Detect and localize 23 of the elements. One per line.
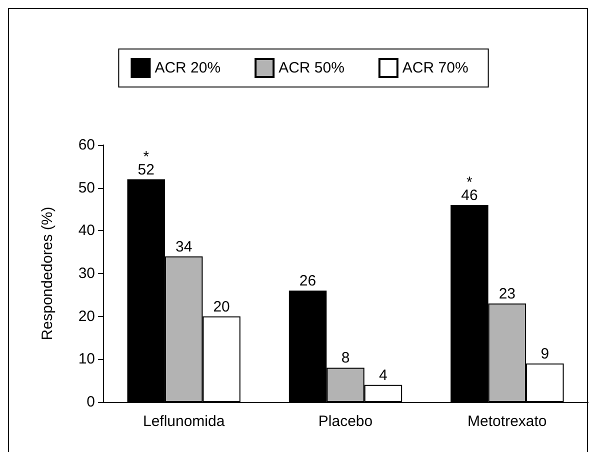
data-label: 9 [540, 345, 550, 362]
legend-label: ACR 20% [154, 60, 221, 76]
y-tick-label: 0 [86, 394, 95, 410]
x-tick-label: Leflunomida [142, 413, 226, 430]
x-tick-label: Placebo [318, 413, 373, 430]
y-tick-label: 60 [78, 136, 95, 154]
legend-label: ACR 70% [402, 60, 468, 76]
data-label: * 46 [461, 174, 478, 204]
y-tick-label: 50 [78, 179, 95, 196]
legend-label: ACR 50% [278, 60, 344, 76]
y-tick-label: 40 [78, 222, 95, 240]
data-label: 26 [299, 272, 316, 290]
y-axis-title: Respondedores (%) [39, 206, 56, 340]
data-label: * 52 [138, 148, 154, 178]
data-label: 8 [341, 350, 350, 367]
y-tick-label: 10 [78, 350, 95, 368]
data-label: 23 [498, 285, 516, 302]
y-tick-label: 30 [78, 265, 95, 282]
x-tick-label: Metotrexato [468, 413, 547, 430]
data-label: 20 [213, 298, 230, 316]
y-tick-label: 20 [78, 308, 95, 325]
data-label: 4 [379, 366, 388, 384]
data-label: 34 [175, 238, 192, 256]
